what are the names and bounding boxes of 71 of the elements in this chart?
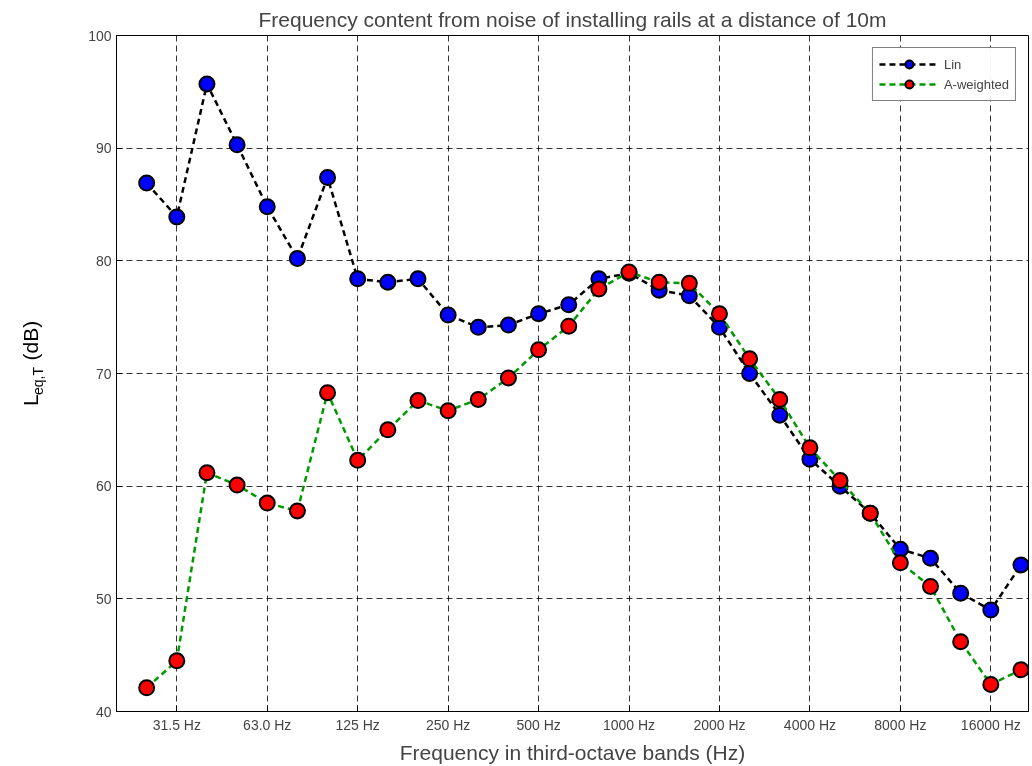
point bbox=[590, 280, 608, 298]
x-tick-label: 2000 Hz bbox=[693, 716, 746, 733]
y-tick-label: 60 bbox=[95, 478, 112, 495]
point bbox=[680, 274, 698, 292]
point bbox=[319, 168, 337, 186]
point bbox=[922, 549, 940, 567]
point bbox=[741, 350, 759, 368]
point bbox=[982, 601, 1000, 619]
point bbox=[1012, 556, 1029, 574]
point bbox=[469, 318, 487, 336]
y-tick-label: 50 bbox=[95, 590, 112, 607]
point bbox=[288, 502, 306, 520]
y-tick-label: 90 bbox=[95, 140, 112, 157]
point bbox=[349, 270, 367, 288]
point bbox=[168, 652, 186, 670]
point bbox=[439, 306, 457, 324]
x-tick-label: 125 Hz bbox=[335, 716, 380, 733]
point bbox=[771, 390, 789, 408]
x-tick-label: 8000 Hz bbox=[874, 716, 927, 733]
legend-label: Lin bbox=[943, 56, 963, 72]
point bbox=[439, 402, 457, 420]
x-tick-label: 63.0 Hz bbox=[243, 716, 292, 733]
chart-title: Frequency content from noise of installing rails at a distance of 10m bbox=[258, 7, 887, 31]
point bbox=[952, 633, 970, 651]
x-axis-title: Frequency in third-octave bands (Hz) bbox=[399, 740, 746, 764]
x-tick-label: 500 Hz bbox=[516, 716, 561, 733]
legend-label: A-weighted bbox=[943, 76, 1009, 92]
point bbox=[258, 494, 276, 512]
point bbox=[379, 273, 397, 291]
x-tick-label: 31.5 Hz bbox=[152, 716, 201, 733]
point bbox=[409, 392, 427, 410]
point bbox=[499, 316, 517, 334]
y-tick-label: 40 bbox=[95, 703, 112, 720]
point bbox=[198, 75, 216, 93]
point bbox=[801, 439, 819, 457]
y-tick-label: 100 bbox=[88, 27, 112, 44]
point bbox=[168, 208, 186, 226]
point bbox=[650, 273, 668, 291]
point bbox=[952, 584, 970, 602]
point bbox=[228, 476, 246, 494]
point bbox=[228, 136, 246, 154]
point bbox=[891, 554, 909, 572]
point bbox=[469, 390, 487, 408]
point bbox=[710, 305, 728, 323]
y-tick-label: 70 bbox=[95, 365, 112, 382]
point bbox=[741, 365, 759, 382]
point bbox=[1012, 661, 1029, 679]
point bbox=[982, 675, 1000, 693]
x-tick-label: 250 Hz bbox=[425, 716, 471, 733]
point bbox=[831, 472, 849, 490]
point bbox=[409, 270, 427, 288]
point bbox=[499, 369, 517, 387]
point bbox=[198, 464, 216, 482]
x-tick-label: 4000 Hz bbox=[783, 716, 837, 733]
x-tick-label: 16000 Hz bbox=[960, 716, 1021, 733]
point bbox=[319, 384, 337, 402]
point bbox=[560, 296, 578, 314]
point bbox=[138, 174, 156, 192]
point bbox=[922, 577, 940, 595]
point bbox=[771, 406, 789, 424]
point bbox=[258, 198, 276, 216]
point bbox=[349, 451, 367, 469]
point bbox=[379, 421, 397, 439]
point bbox=[560, 317, 578, 335]
x-tick-label: 1000 Hz bbox=[602, 716, 656, 733]
point bbox=[530, 341, 548, 359]
y-tick-label: 80 bbox=[95, 252, 112, 269]
y-axis-title: Leq,T (dB) bbox=[19, 320, 46, 407]
point bbox=[530, 305, 548, 323]
point bbox=[288, 250, 306, 268]
point bbox=[138, 679, 156, 697]
